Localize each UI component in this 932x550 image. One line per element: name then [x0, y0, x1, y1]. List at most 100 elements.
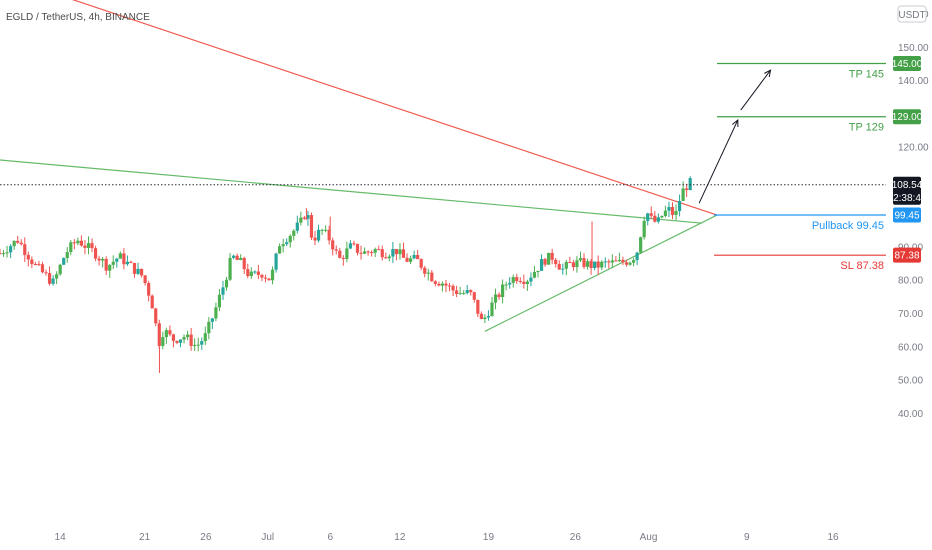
target-arrow-1[interactable] [740, 69, 771, 111]
candle-body [384, 257, 388, 259]
candle-body [525, 281, 529, 285]
x-tick-label-9: 9 [744, 532, 750, 543]
candle-body [207, 321, 211, 334]
candle-body [171, 334, 176, 341]
trendline-green-2[interactable] [484, 214, 718, 332]
candle-body [26, 254, 30, 260]
candle-body [398, 249, 402, 255]
candle-body [532, 272, 537, 278]
candle-body [136, 268, 140, 274]
candle-body [462, 293, 466, 295]
candle-body [663, 210, 668, 216]
price-tag-countdown: 02:38:41 [888, 193, 927, 204]
candle-body [348, 243, 353, 249]
candle-body [334, 249, 338, 251]
candle-body [674, 211, 678, 215]
candle-body [511, 277, 515, 283]
y-tick-label-4: 120.00 [898, 143, 929, 154]
target-arrow-0[interactable] [698, 119, 739, 204]
candle-body [108, 264, 112, 271]
candle-body [416, 254, 420, 260]
currency-button[interactable]: USDT [897, 5, 927, 23]
candle-body [387, 256, 391, 259]
candle-body [267, 278, 271, 281]
price-tag-tp1-label: 129.00 [892, 112, 923, 123]
candle-body [147, 283, 151, 296]
y-tick-label-7: 70.00 [898, 309, 923, 320]
candle-body [203, 333, 207, 342]
candle-body [656, 217, 660, 222]
price-tag-current-label: 108.54 [892, 180, 923, 191]
candle-body [320, 229, 324, 231]
candle-body [504, 284, 508, 286]
candle-body [232, 255, 236, 258]
candle-body [1, 253, 6, 255]
candle-body [331, 240, 335, 250]
candle-body [40, 264, 45, 273]
candle-body [408, 258, 413, 262]
x-tick-label-0: 14 [55, 532, 67, 543]
candle-body [681, 188, 685, 201]
candle-body [97, 258, 101, 261]
candle-body [451, 285, 455, 291]
candle-body [143, 275, 147, 284]
candle-body [278, 246, 282, 254]
candle-body [76, 240, 80, 244]
level-label-tp2: TP 145 [849, 68, 884, 80]
candle-body [189, 334, 193, 346]
candle-body [65, 252, 69, 259]
price-tag-pullback [893, 207, 921, 223]
candle-body [355, 243, 360, 253]
candle-body [564, 261, 568, 269]
x-tick-label-10: 16 [827, 532, 839, 543]
candle-body [139, 268, 144, 276]
candle-body [274, 253, 278, 270]
candle-body [0, 253, 2, 255]
candle-body [469, 290, 473, 293]
candle-body [631, 260, 636, 263]
candle-body [366, 251, 370, 253]
candle-body [419, 259, 423, 268]
candle-body [111, 261, 115, 265]
candle-body [104, 258, 108, 271]
candle-body [316, 229, 321, 241]
x-tick-label-4: 6 [327, 532, 333, 543]
candle-body [23, 244, 27, 255]
candle-body [118, 253, 122, 259]
candle-body [270, 269, 275, 281]
candle-body [214, 307, 218, 319]
candle-body [193, 344, 197, 346]
candle-body [486, 316, 491, 318]
candle-body [196, 344, 200, 346]
candle-body [19, 242, 23, 245]
y-tick-label-6: 80.00 [898, 276, 923, 287]
candle-body [239, 257, 243, 260]
candle-body [324, 229, 328, 231]
candle-body [685, 188, 689, 191]
currency-button-label[interactable]: USDT [898, 10, 925, 21]
candle-body [458, 293, 462, 295]
price-tags-layer: 145.00 129.00 108.54 02:38:41 99.45 87.38 [888, 55, 927, 263]
candle-body [454, 290, 459, 294]
candle-body [228, 257, 232, 280]
candle-body [639, 237, 643, 253]
candle-body [86, 243, 91, 248]
candle-body [30, 259, 34, 265]
candle-body [309, 215, 314, 238]
candle-body [578, 258, 583, 261]
currency-button-frame[interactable] [897, 5, 927, 23]
candle-body [182, 337, 186, 340]
candle-body [122, 253, 126, 265]
trendline-red-0[interactable] [0, 0, 718, 216]
candle-body [589, 261, 593, 269]
levels-layer: TP 145 TP 129 Pullback 99.45 SL 87.38 [0, 62, 886, 272]
trendline-green-1[interactable] [0, 159, 703, 224]
y-tick-label-2: 150.00 [898, 43, 929, 54]
candle-body [37, 264, 41, 266]
candle-body [55, 274, 59, 279]
candle-body [688, 178, 692, 191]
price-tag-tp2 [893, 55, 921, 71]
candle-body [621, 259, 625, 263]
